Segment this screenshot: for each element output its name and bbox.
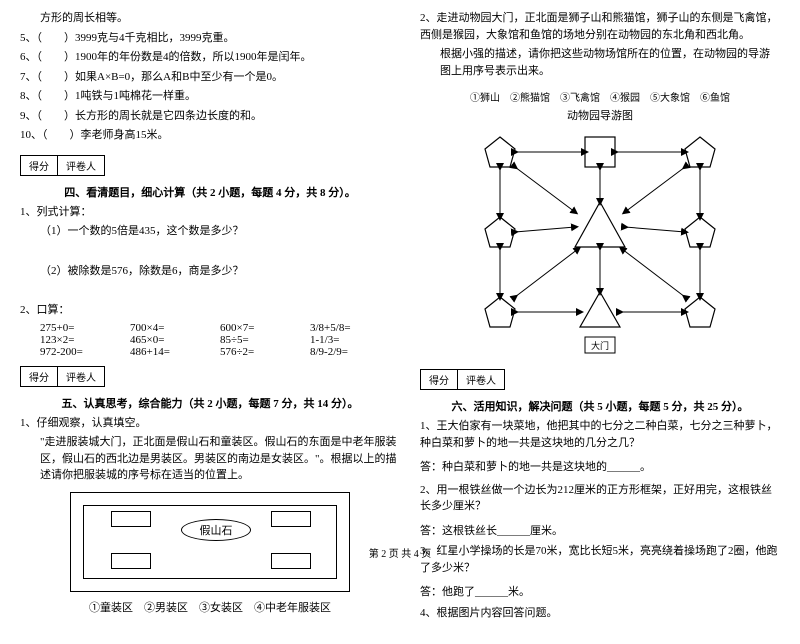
section-6-title: 六、活用知识，解决问题（共 5 小题，每题 5 分，共 25 分）。 [420, 398, 780, 414]
score-box-6: 得分 评卷人 [420, 369, 505, 390]
section-5-title: 五、认真思考，综合能力（共 2 小题，每题 7 分，共 14 分）。 [20, 395, 400, 411]
zone-box [111, 511, 151, 527]
section-4-title: 四、看清题目，细心计算（共 2 小题，每题 4 分，共 8 分）。 [20, 184, 400, 200]
q6-3-ans: 答：他跑了______米。 [420, 584, 780, 601]
q-zoo-intro: 2、走进动物园大门，正北面是狮子山和熊猫馆，狮子山的东侧是飞禽馆，西侧是猴园，大… [420, 10, 780, 43]
calc-cell: 1-1/3= [310, 334, 400, 346]
q6-1: 1、王大伯家有一块菜地，他把其中的七分之二种白菜，七分之三种萝卜，种白菜和萝卜的… [420, 418, 780, 451]
score-cell-a: 得分 [21, 367, 58, 386]
calc-block: 275+0= 700×4= 600×7= 3/8+5/8= 123×2= 465… [20, 322, 400, 358]
q5-1: 1、仔细观察，认真填空。 [20, 415, 400, 432]
score-cell-a: 得分 [421, 370, 458, 389]
q-zoo-task: 根据小强的描述，请你把这些动物场馆所在的位置，在动物园的导游图上用序号表示出来。 [420, 46, 780, 79]
calc-cell: 700×4= [130, 322, 220, 334]
zoo-legend: ①狮山 ②熊猫馆 ③飞禽馆 ④猴园 ⑤大象馆 ⑥鱼馆 [420, 89, 780, 104]
legend-5: ①童装区 ②男装区 ③女装区 ④中老年服装区 [20, 600, 400, 617]
item-9: 9、（ ）长方形的周长就是它四条边长度的和。 [20, 108, 400, 125]
q6-2: 2、用一根铁丝做一个边长为212厘米的正方形框架，正好用完，这根铁丝长多少厘米？ [420, 482, 780, 515]
calc-cell: 123×2= [40, 334, 130, 346]
calc-cell: 600×7= [220, 322, 310, 334]
score-cell-a: 得分 [21, 156, 58, 175]
calc-cell: 3/8+5/8= [310, 322, 400, 334]
zone-box [271, 511, 311, 527]
q5-1-text: "走进服装城大门，正北面是假山石和童装区。假山石的东面是中老年服装区，假山石的西… [20, 434, 400, 484]
item-5: 5、（ ）3999克与4千克相比，3999克重。 [20, 30, 400, 47]
zoo-map-svg: 大门 [470, 127, 730, 357]
page-footer: 第 2 页 共 4 页 [0, 545, 800, 560]
item-7: 7、（ ）如果A×B=0，那么A和B中至少有一个是0。 [20, 69, 400, 86]
item-6: 6、（ ）1900年的年份数是4的倍数，所以1900年是闰年。 [20, 49, 400, 66]
zoo-map: 大门 [470, 127, 730, 357]
q4-1a: （1）一个数的5倍是435，这个数是多少？ [20, 223, 400, 240]
score-box-5: 得分 评卷人 [20, 366, 105, 387]
calc-cell: 486+14= [130, 346, 220, 358]
calc-cell: 85÷5= [220, 334, 310, 346]
calc-cell: 8/9-2/9= [310, 346, 400, 358]
q6-1-ans: 答：种白菜和萝卜的地一共是这块地的______。 [420, 459, 780, 476]
calc-cell: 465×0= [130, 334, 220, 346]
calc-cell: 576÷2= [220, 346, 310, 358]
calc-cell: 972-200= [40, 346, 130, 358]
score-cell-b: 评卷人 [458, 370, 504, 389]
clothing-diagram: 假山石 [70, 492, 350, 592]
q4-1: 1、列式计算： [20, 204, 400, 221]
q4-1b: （2）被除数是576，除数是6，商是多少？ [20, 263, 400, 280]
score-cell-b: 评卷人 [58, 156, 104, 175]
score-cell-b: 评卷人 [58, 367, 104, 386]
left-column: 方形的周长相等。 5、（ ）3999克与4千克相比，3999克重。 6、（ ）1… [20, 10, 400, 624]
gate-label: 大门 [591, 340, 609, 351]
score-box-4: 得分 评卷人 [20, 155, 105, 176]
right-column: 2、走进动物园大门，正北面是狮子山和熊猫馆，狮子山的东侧是飞禽馆，西侧是猴园，大… [420, 10, 780, 624]
pre-line: 方形的周长相等。 [20, 10, 400, 27]
zoo-map-title: 动物园导游图 [420, 107, 780, 123]
q6-4: 4、根据图片内容回答问题。 [420, 605, 780, 622]
q6-2-ans: 答：这根铁丝长______厘米。 [420, 523, 780, 540]
q4-2: 2、口算： [20, 302, 400, 319]
rock-label: 假山石 [181, 519, 251, 541]
item-10: 10、（ ）李老师身高15米。 [20, 127, 400, 144]
item-8: 8、（ ）1吨铁与1吨棉花一样重。 [20, 88, 400, 105]
calc-cell: 275+0= [40, 322, 130, 334]
